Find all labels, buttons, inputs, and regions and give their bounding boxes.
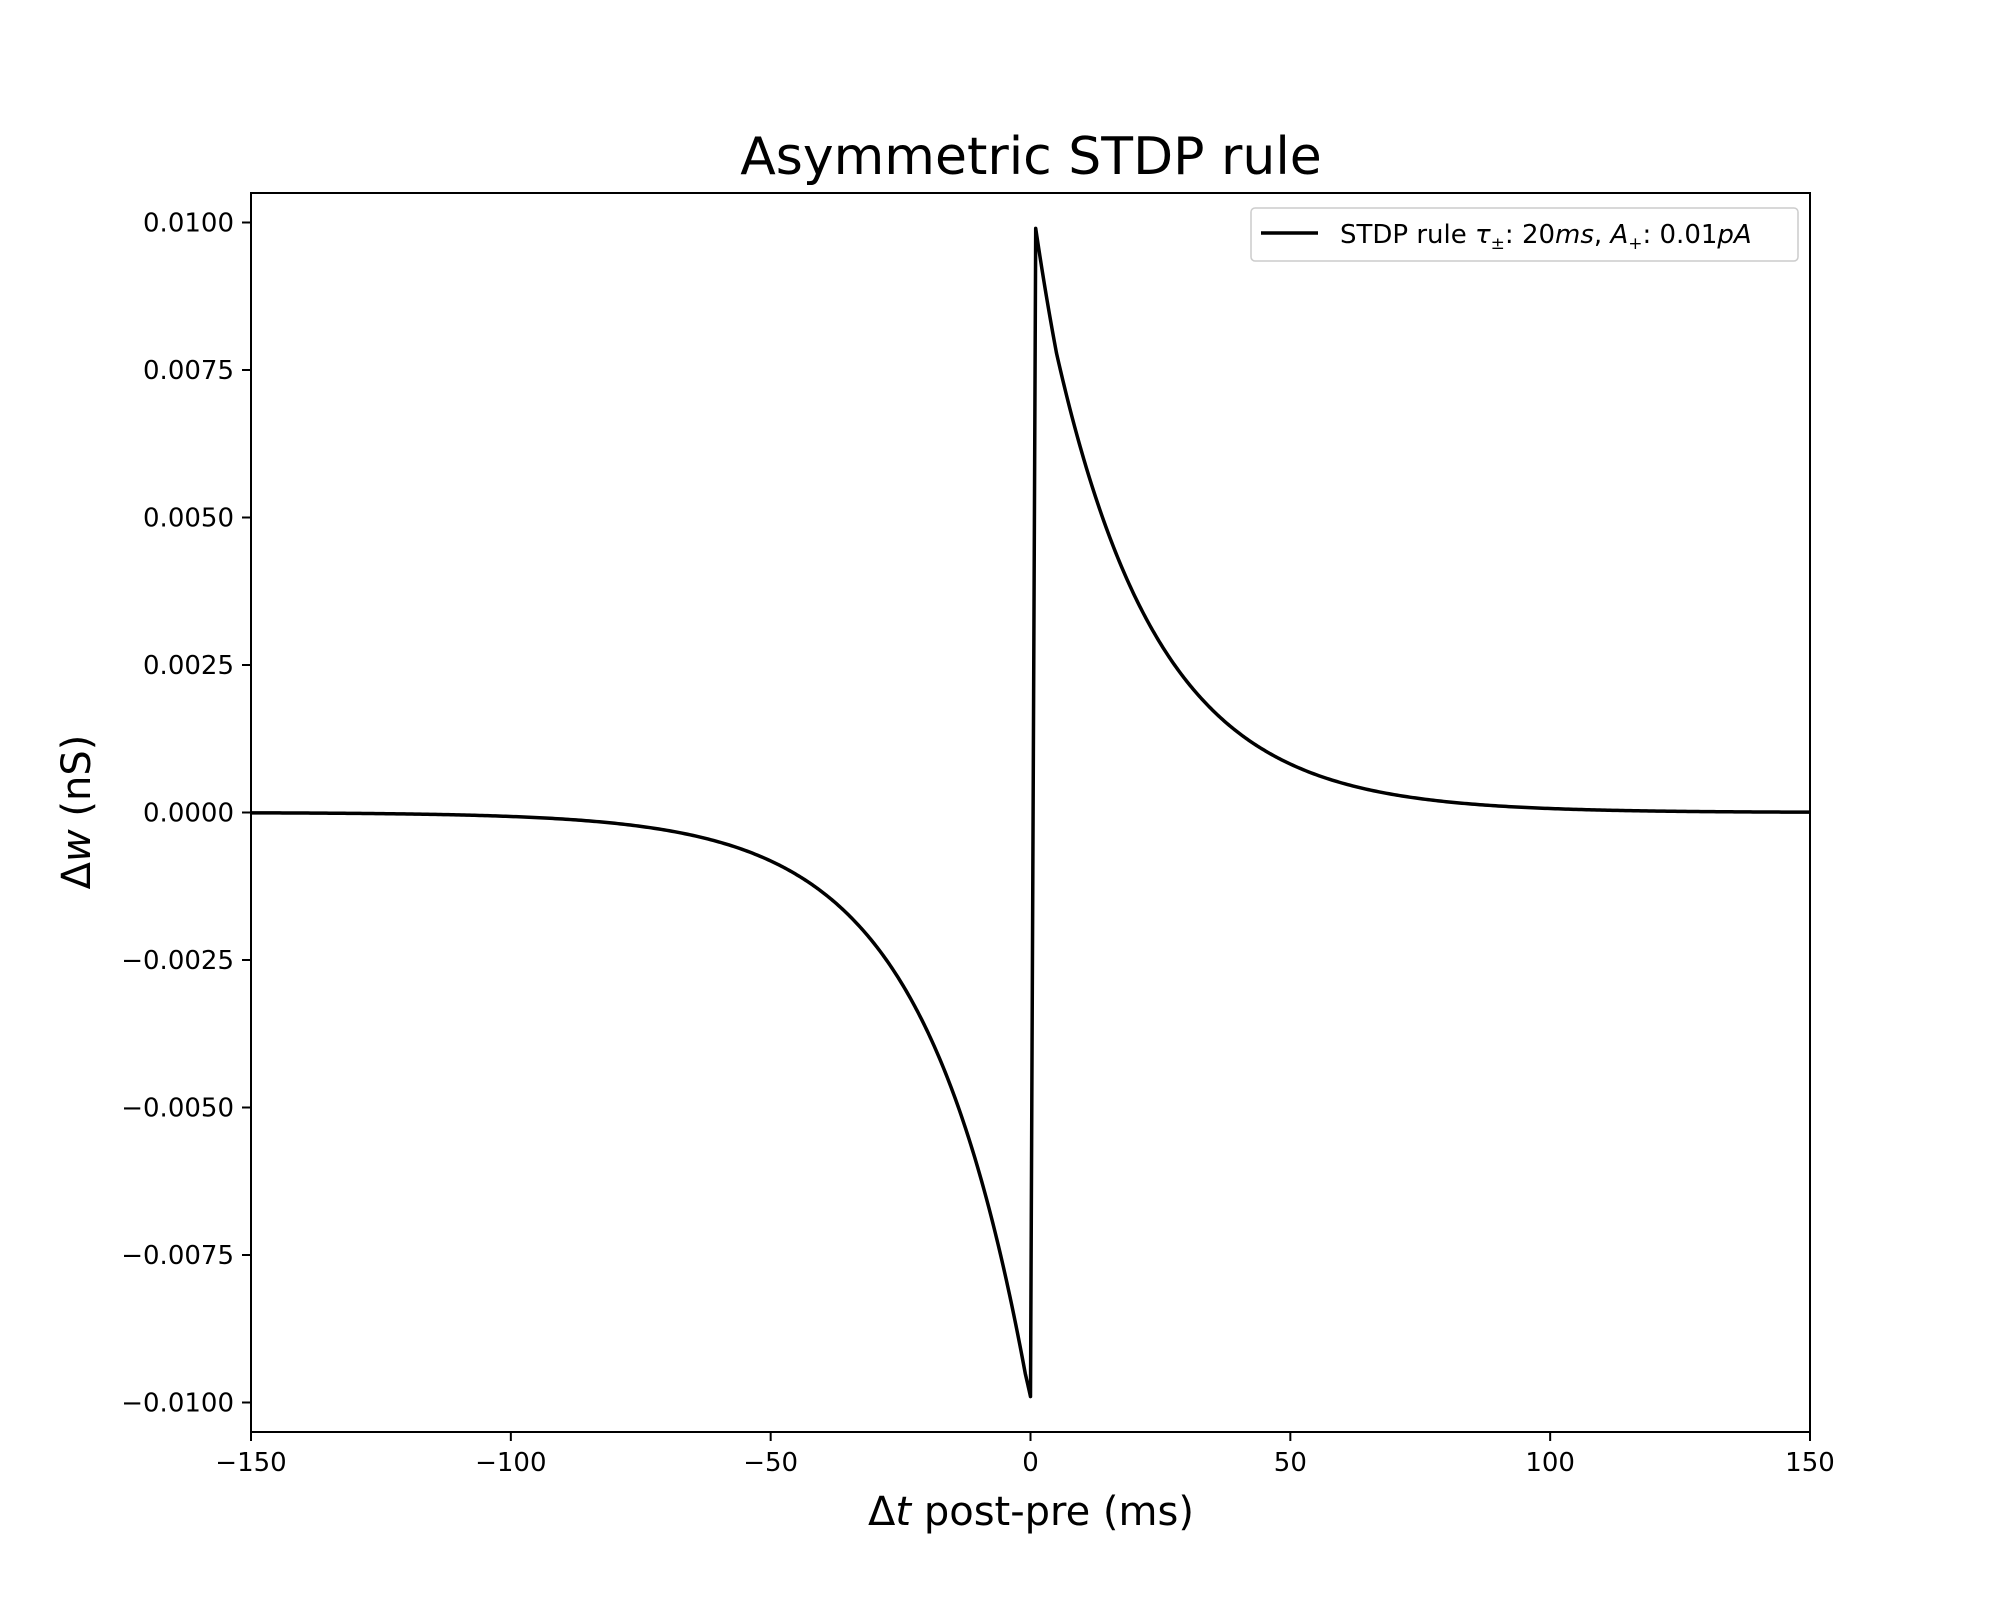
y-tick-label: −0.0075 bbox=[121, 1241, 234, 1271]
legend-tau-unit: ms bbox=[1555, 220, 1594, 250]
y-tick-label: 0.0025 bbox=[143, 651, 234, 681]
y-tick-label: 0.0050 bbox=[143, 504, 234, 534]
legend-a-unit: pA bbox=[1716, 220, 1751, 250]
y-tick-label: 0.0000 bbox=[143, 799, 234, 829]
x-axis-label-var: t bbox=[895, 1489, 912, 1535]
y-tick-label: −0.0025 bbox=[121, 946, 234, 976]
y-tick-label: −0.0100 bbox=[121, 1389, 234, 1419]
series-line-stdp bbox=[250, 226, 1811, 1399]
legend-a: A bbox=[1608, 220, 1628, 250]
legend: STDP rule τ±: 20ms, A+: 0.01pA bbox=[1250, 207, 1799, 262]
plot-frame bbox=[250, 192, 1811, 1433]
legend-sep: , bbox=[1594, 220, 1611, 250]
y-tick-label: 0.0075 bbox=[143, 356, 234, 386]
legend-tau-sub: ± bbox=[1491, 234, 1505, 254]
x-tick-label: 50 bbox=[1274, 1448, 1307, 1478]
x-tick-label: 100 bbox=[1525, 1448, 1575, 1478]
x-tick-label: −150 bbox=[215, 1448, 286, 1478]
y-tick-label: −0.0050 bbox=[121, 1094, 234, 1124]
legend-a-sub: + bbox=[1628, 234, 1642, 254]
legend-label-text: STDP rule bbox=[1340, 220, 1475, 250]
y-axis-label-prefix: Δ bbox=[54, 861, 100, 889]
ticks-layer: −150 −100 −50 0 50 100 150 0.0100 0.0075 0.0050 0.… bbox=[121, 209, 1835, 1479]
legend-tau: τ bbox=[1475, 220, 1491, 250]
x-axis-label-suffix: post-pre (ms) bbox=[911, 1489, 1194, 1535]
legend-entry-label: STDP rule τ±: 20ms, A+: 0.01pA bbox=[1340, 220, 1752, 254]
legend-box bbox=[1250, 207, 1799, 262]
x-axis-label-prefix: Δ bbox=[868, 1489, 896, 1535]
legend-tau-value: : 20 bbox=[1505, 220, 1555, 250]
x-tick-label: 150 bbox=[1785, 1448, 1835, 1478]
y-tick-label: 0.0100 bbox=[143, 209, 234, 239]
chart-title: Asymmetric STDP rule bbox=[740, 127, 1322, 187]
x-tick-label: 0 bbox=[1022, 1448, 1039, 1478]
y-axis-label-var: w bbox=[54, 829, 100, 862]
x-tick-label: −50 bbox=[743, 1448, 798, 1478]
legend-a-value: : 0.01 bbox=[1642, 220, 1717, 250]
y-axis-label-suffix: (nS) bbox=[54, 735, 100, 830]
x-tick-label: −100 bbox=[475, 1448, 546, 1478]
x-axis-label: Δt post-pre (ms) bbox=[868, 1489, 1194, 1535]
y-axis-label: Δw (nS) bbox=[54, 735, 100, 890]
